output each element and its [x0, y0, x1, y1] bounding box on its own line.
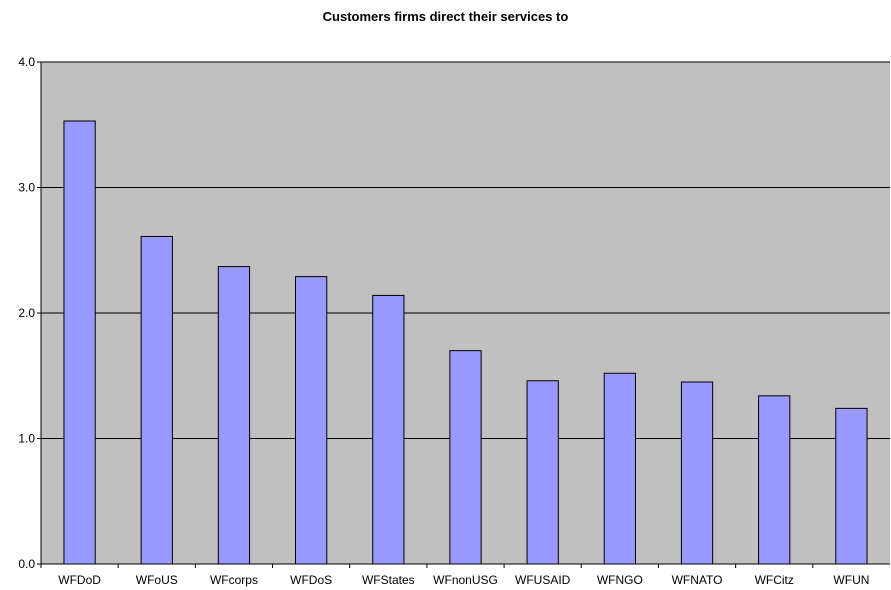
x-tick-label: WFCitz [755, 573, 794, 587]
chart-title: Customers firms direct their services to [322, 9, 569, 24]
y-tick-label: 0.0 [18, 557, 35, 571]
bar-wfngo [603, 372, 636, 565]
bar-wfous [140, 235, 173, 565]
x-tick-label: WFnonUSG [433, 573, 498, 587]
bar-wfdos [295, 276, 328, 565]
x-tick-label: WFNGO [597, 573, 643, 587]
x-tick-label: WFoUS [136, 573, 178, 587]
y-tick-label: 3.0 [18, 181, 35, 195]
bar-wfcitz [758, 395, 791, 565]
bar-wfun [835, 407, 868, 565]
x-tick-label: WFNATO [672, 573, 723, 587]
x-tick-label: WFDoS [290, 573, 332, 587]
y-tick-label: 2.0 [18, 306, 35, 320]
bar-wfcorps [217, 266, 251, 565]
bar-wfusaid [526, 380, 559, 565]
y-tick-label: 4.0 [18, 55, 35, 69]
x-tick-label: WFUSAID [515, 573, 571, 587]
y-tick-label: 1.0 [18, 432, 35, 446]
axes [37, 61, 890, 568]
bar-wfnonusg [449, 350, 482, 565]
bar-wfnato [680, 381, 714, 565]
x-tick-label: WFDoD [58, 573, 101, 587]
x-tick-label: WFcorps [210, 573, 258, 587]
labels: 0.0 1.0 2.0 3.0 4.0 WFDoD WFoUS WFcorps WFDoS WFS… [18, 55, 869, 587]
bar-wfdod [63, 120, 96, 565]
bar-wfstates [372, 294, 405, 565]
bars [63, 120, 868, 565]
x-tick-label: WFStates [362, 573, 415, 587]
x-tick-label: WFUN [833, 573, 869, 587]
